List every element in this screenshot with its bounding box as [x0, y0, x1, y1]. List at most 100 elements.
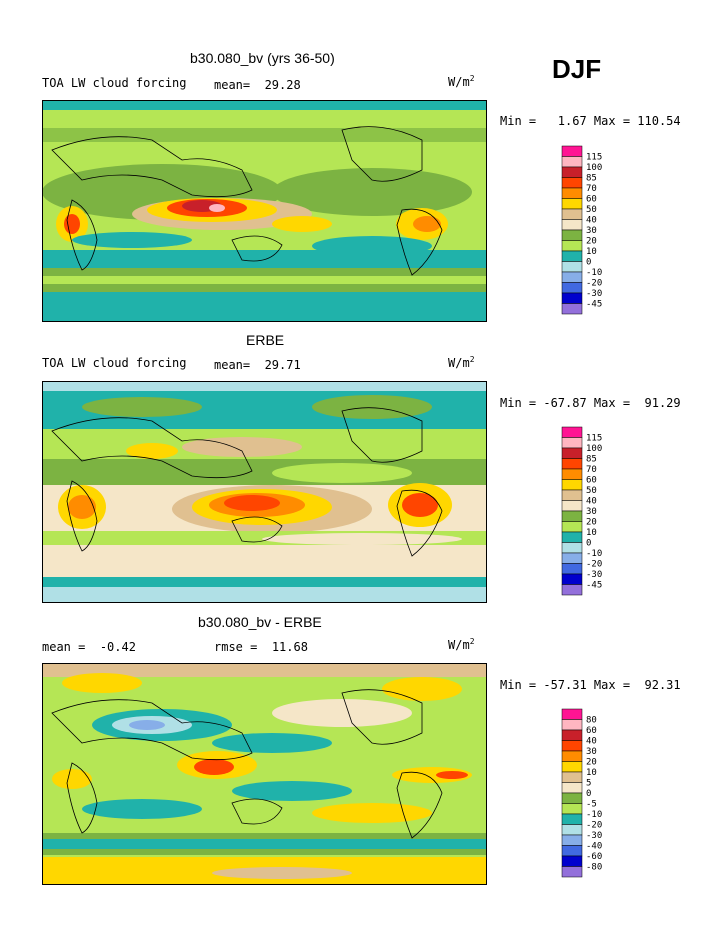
- colorbar-level-label: -45: [586, 581, 602, 591]
- panel1-map: [42, 100, 487, 322]
- colorbar-level-label: -20: [586, 821, 602, 831]
- panel1-mean: mean= 29.28: [214, 78, 301, 92]
- colorbar-swatch: [561, 303, 583, 315]
- panel2-mean-value: 29.71: [264, 358, 301, 372]
- colorbar-swatch: [561, 584, 583, 596]
- colorbar-swatch: [561, 719, 583, 731]
- colorbar-swatch: [561, 208, 583, 220]
- colorbar-swatch: [561, 468, 583, 480]
- panel2-mean: mean= 29.71: [214, 358, 301, 372]
- panel3-rmse-value: 11.68: [271, 640, 308, 654]
- colorbar-level-label: -30: [586, 831, 602, 841]
- colorbar-swatch: [561, 261, 583, 273]
- colorbar-level-label: -10: [586, 549, 602, 559]
- panel1-minmax: Min = 1.67 Max = 110.54: [500, 114, 681, 128]
- panel3-units-base: W/m: [448, 638, 470, 652]
- colorbar-level-label: 60: [586, 195, 597, 205]
- colorbar-swatch: [561, 187, 583, 199]
- colorbar-swatch: [561, 292, 583, 304]
- colorbar-swatch: [561, 510, 583, 522]
- colorbar-swatch: [561, 250, 583, 262]
- colorbar-swatch: [561, 552, 583, 564]
- colorbar-level-label: -45: [586, 300, 602, 310]
- colorbar-level-label: -5: [586, 800, 597, 810]
- colorbar-swatch: [561, 708, 583, 720]
- colorbar-level-label: 70: [586, 184, 597, 194]
- panel1-units-base: W/m: [448, 75, 470, 89]
- colorbar-level-label: 40: [586, 737, 597, 747]
- colorbar-swatch: [561, 824, 583, 836]
- colorbar-level-label: 5: [586, 779, 591, 789]
- panel3-units: W/m2: [448, 637, 475, 652]
- colorbar-level-label: -30: [586, 289, 602, 299]
- colorbar-level-label: 20: [586, 758, 597, 768]
- colorbar-level-label: 100: [586, 444, 602, 454]
- colorbar-level-label: 10: [586, 247, 597, 257]
- colorbar-swatch: [561, 198, 583, 210]
- colorbar-level-label: 60: [586, 726, 597, 736]
- panel3-rmse-label: rmse =: [214, 640, 258, 654]
- colorbar-swatch: [561, 729, 583, 741]
- panel3-map: [42, 663, 487, 885]
- colorbar-level-label: 60: [586, 476, 597, 486]
- colorbar-level-label: 100: [586, 163, 602, 173]
- colorbar-swatch: [561, 437, 583, 449]
- colorbar-swatch: [561, 447, 583, 459]
- panel3-mean: mean = -0.42: [42, 640, 136, 654]
- colorbar-swatch: [561, 542, 583, 554]
- colorbar-level-label: 20: [586, 518, 597, 528]
- colorbar-swatch: [561, 145, 583, 157]
- colorbar-level-label: -30: [586, 570, 602, 580]
- colorbar-swatch: [561, 845, 583, 857]
- panel1-title: b30.080_bv (yrs 36-50): [190, 50, 335, 66]
- colorbar-level-label: 10: [586, 528, 597, 538]
- colorbar-level-label: -60: [586, 852, 602, 862]
- colorbar-level-label: -20: [586, 279, 602, 289]
- colorbar-level-label: 50: [586, 205, 597, 215]
- panel3-minmax: Min = -57.31 Max = 92.31: [500, 678, 681, 692]
- colorbar-level-label: 85: [586, 174, 597, 184]
- panel1-mean-label: mean=: [214, 78, 251, 92]
- panel1-variable-label: TOA LW cloud forcing: [42, 76, 187, 90]
- panel2-units-exp: 2: [469, 355, 475, 364]
- colorbar-swatch: [561, 813, 583, 825]
- colorbar-level-label: 30: [586, 507, 597, 517]
- colorbar-swatch: [561, 271, 583, 283]
- panel3-units-exp: 2: [469, 637, 475, 646]
- colorbar-level-label: -80: [586, 863, 602, 873]
- panel2-variable-label: TOA LW cloud forcing: [42, 356, 187, 370]
- panel1-mean-value: 29.28: [264, 78, 301, 92]
- colorbar-swatch: [561, 166, 583, 178]
- panel3-mean-label: mean =: [42, 640, 86, 654]
- colorbar-level-label: 0: [586, 789, 591, 799]
- colorbar-level-label: -40: [586, 842, 602, 852]
- colorbar-level-label: 115: [586, 153, 602, 163]
- colorbar-swatch: [561, 750, 583, 762]
- panel2-units: W/m2: [448, 355, 475, 370]
- colorbar-level-label: 40: [586, 497, 597, 507]
- colorbar-swatch: [561, 479, 583, 491]
- panel2-title: ERBE: [246, 332, 285, 348]
- colorbar-level-label: 0: [586, 539, 591, 549]
- colorbar-swatch: [561, 156, 583, 168]
- panel3-rmse: rmse = 11.68: [214, 640, 308, 654]
- season-label: DJF: [552, 54, 602, 84]
- panel2-mean-label: mean=: [214, 358, 251, 372]
- colorbar-swatch: [561, 489, 583, 501]
- colorbar-swatch: [561, 792, 583, 804]
- colorbar-swatch: [561, 563, 583, 575]
- colorbar-level-label: -10: [586, 810, 602, 820]
- colorbar-level-label: 115: [586, 434, 602, 444]
- colorbar-swatch: [561, 573, 583, 585]
- colorbar-level-label: 85: [586, 455, 597, 465]
- colorbar-level-label: -10: [586, 268, 602, 278]
- colorbar-swatch: [561, 531, 583, 543]
- colorbar-swatch: [561, 855, 583, 867]
- panel2-map: [42, 381, 487, 603]
- panel1-units-exp: 2: [469, 74, 475, 83]
- colorbar-swatch: [561, 782, 583, 794]
- colorbar-swatch: [561, 521, 583, 533]
